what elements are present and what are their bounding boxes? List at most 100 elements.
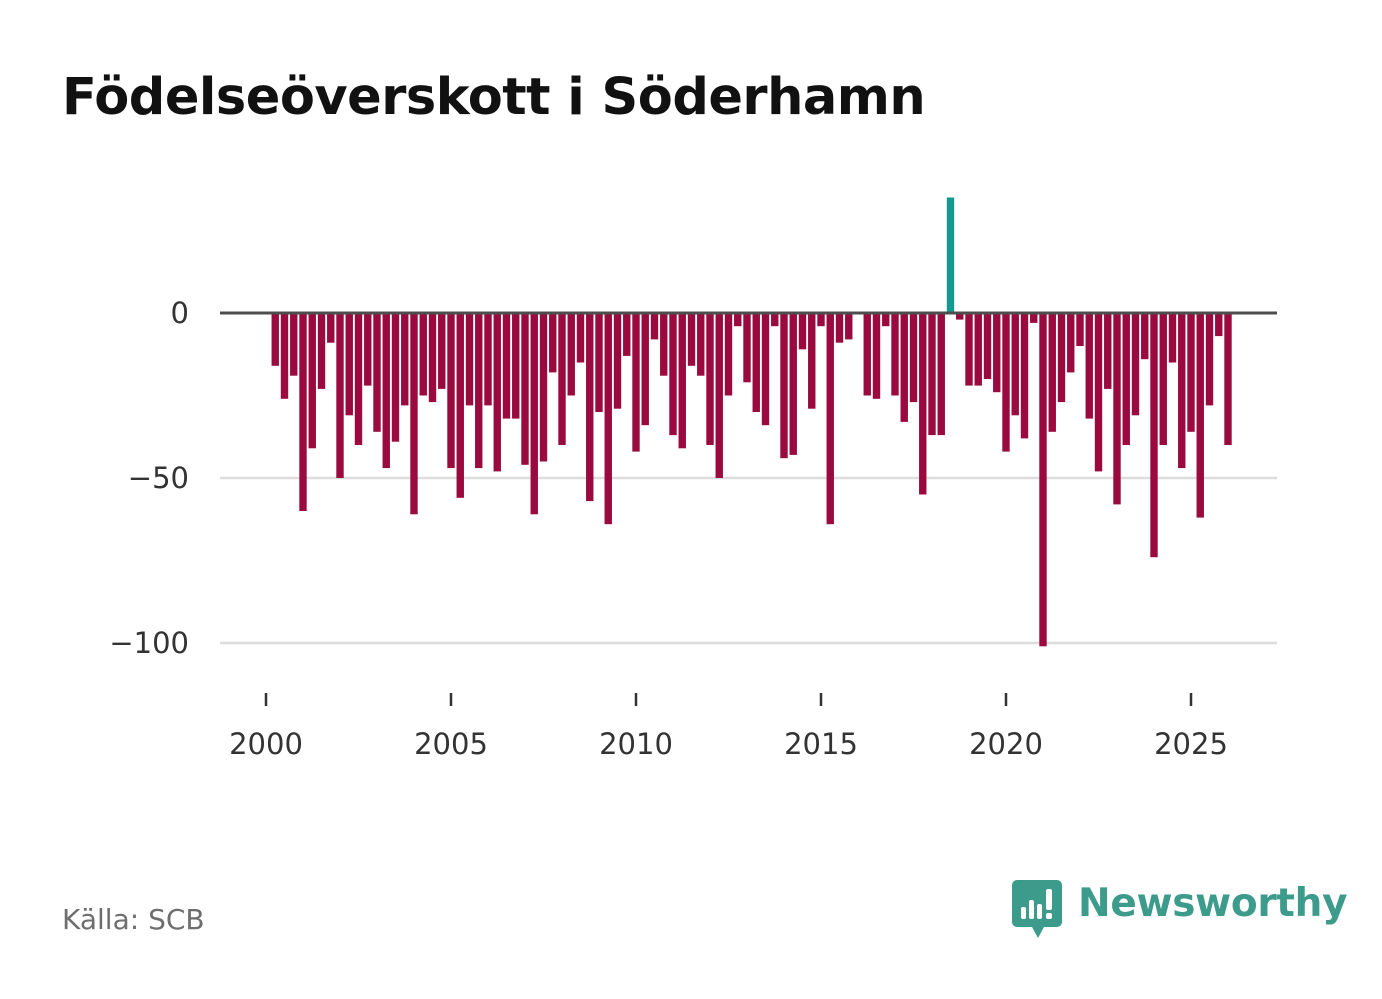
x-tick-label: 2000 bbox=[229, 727, 303, 761]
bar bbox=[771, 313, 779, 327]
bar bbox=[1205, 313, 1214, 406]
bar bbox=[299, 313, 307, 511]
bar bbox=[465, 313, 474, 406]
bar bbox=[391, 313, 400, 442]
bar bbox=[1048, 313, 1056, 432]
bar bbox=[835, 313, 844, 343]
bar bbox=[650, 313, 659, 340]
bar bbox=[761, 313, 770, 426]
bar bbox=[604, 313, 612, 525]
bar bbox=[1187, 313, 1195, 432]
bar bbox=[743, 313, 751, 383]
source-note: Källa: SCB bbox=[62, 903, 205, 936]
x-tick-label: 2025 bbox=[1154, 727, 1228, 761]
bar bbox=[364, 313, 372, 386]
y-tick-label: −100 bbox=[109, 626, 189, 660]
bar bbox=[428, 313, 437, 403]
bar bbox=[558, 313, 566, 445]
bar bbox=[512, 313, 520, 419]
bar bbox=[1094, 313, 1103, 472]
bar bbox=[780, 313, 788, 459]
bar bbox=[956, 313, 964, 320]
bar bbox=[872, 313, 881, 399]
bar bbox=[308, 313, 316, 449]
bar bbox=[539, 313, 548, 462]
bar bbox=[687, 313, 696, 366]
bar bbox=[317, 313, 326, 389]
bar bbox=[549, 313, 557, 373]
bar bbox=[845, 313, 853, 340]
bar bbox=[808, 313, 816, 409]
bar bbox=[1002, 313, 1010, 452]
bar bbox=[993, 313, 1001, 393]
bar bbox=[641, 313, 649, 426]
bar bbox=[419, 313, 427, 396]
x-axis: 2000 2005 2010 2015 2020 2025 bbox=[229, 693, 1228, 761]
bar bbox=[410, 313, 418, 515]
bar bbox=[502, 313, 511, 419]
bar bbox=[891, 313, 899, 396]
bar bbox=[1104, 313, 1112, 389]
bar bbox=[280, 313, 289, 399]
bar bbox=[1020, 313, 1029, 439]
y-axis-labels: 0 −50 −100 bbox=[109, 296, 189, 660]
bar bbox=[1011, 313, 1019, 416]
bar bbox=[484, 313, 492, 406]
bar bbox=[974, 313, 982, 386]
bar bbox=[595, 313, 603, 412]
bar bbox=[863, 313, 871, 396]
brand-name: Newsworthy bbox=[1078, 881, 1348, 926]
bar bbox=[715, 313, 723, 478]
bar bbox=[734, 313, 742, 327]
bar bbox=[1224, 313, 1232, 445]
bar bbox=[1196, 313, 1204, 518]
bar bbox=[1076, 313, 1084, 346]
bar bbox=[660, 313, 668, 376]
bar bbox=[1141, 313, 1149, 360]
x-tick-label: 2015 bbox=[784, 727, 858, 761]
grid-lines bbox=[220, 476, 1277, 645]
bar bbox=[623, 313, 631, 356]
bar bbox=[706, 313, 714, 445]
bar bbox=[1057, 313, 1066, 403]
bar bbox=[798, 313, 807, 350]
bar bbox=[567, 313, 575, 396]
bar bbox=[576, 313, 585, 363]
brand-logo[interactable]: Newsworthy bbox=[1012, 880, 1348, 940]
bar bbox=[882, 313, 890, 327]
bar bbox=[1159, 313, 1167, 445]
bar bbox=[613, 313, 622, 409]
newsworthy-logo-icon bbox=[1012, 880, 1062, 938]
y-tick-label: −50 bbox=[128, 461, 189, 495]
bar bbox=[1122, 313, 1130, 445]
bar bbox=[475, 313, 483, 469]
bar bbox=[1067, 313, 1075, 373]
bar bbox=[928, 313, 936, 436]
bar bbox=[456, 313, 464, 498]
chart-title: Födelseöverskott i Söderhamn bbox=[62, 68, 926, 127]
bar bbox=[909, 313, 918, 403]
bar bbox=[401, 313, 409, 406]
bar bbox=[345, 313, 353, 416]
bar bbox=[1150, 313, 1158, 558]
bar bbox=[946, 197, 955, 313]
bar bbox=[382, 313, 390, 469]
bar bbox=[697, 313, 705, 376]
x-tick-label: 2005 bbox=[414, 727, 488, 761]
bar bbox=[724, 313, 733, 396]
bar bbox=[632, 313, 640, 452]
bar bbox=[447, 313, 455, 469]
bar bbox=[789, 313, 797, 455]
bar bbox=[826, 313, 834, 525]
y-tick-label: 0 bbox=[171, 296, 189, 330]
bar bbox=[1215, 313, 1223, 337]
bar bbox=[327, 313, 335, 343]
x-tick-label: 2010 bbox=[599, 727, 673, 761]
bar bbox=[678, 313, 686, 449]
bar bbox=[493, 313, 501, 472]
bar bbox=[817, 313, 825, 327]
bar bbox=[1178, 313, 1186, 469]
bar bbox=[530, 313, 538, 515]
bar bbox=[900, 313, 908, 422]
